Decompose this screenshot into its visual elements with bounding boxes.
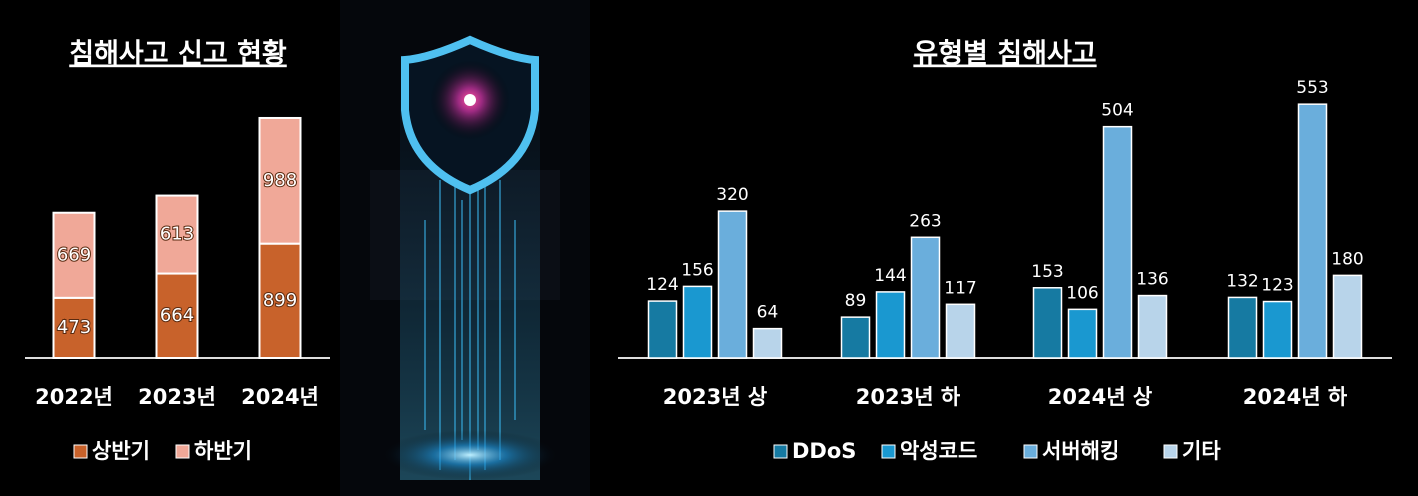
bar-segment <box>52 211 96 299</box>
data-label: 613 <box>160 224 194 245</box>
data-label: 553 <box>1296 78 1328 98</box>
data-label: 123 <box>1261 276 1293 296</box>
x-tick-label: 2023년 하 <box>856 385 961 409</box>
bar <box>717 210 748 359</box>
x-tick-label: 2023년 상 <box>663 385 767 409</box>
data-label: 117 <box>944 278 976 298</box>
legend-swatch <box>773 444 788 459</box>
legend-label: 기타 <box>1182 439 1221 463</box>
bar-segment <box>155 272 199 360</box>
data-label: 473 <box>57 317 91 338</box>
legend-label: 악성코드 <box>900 439 977 463</box>
bar-segment <box>258 242 302 359</box>
bar <box>910 236 941 359</box>
legend-swatch <box>175 444 190 459</box>
bar <box>752 327 783 359</box>
data-label: 669 <box>57 244 91 265</box>
x-tick-label: 2024년 <box>241 385 319 409</box>
bar <box>1067 308 1098 359</box>
bar <box>1032 287 1063 359</box>
legend-swatch <box>1163 444 1178 459</box>
chart-title: 침해사고 신고 현황 <box>69 39 287 70</box>
chart-title: 유형별 침해사고 <box>913 39 1096 70</box>
bar <box>647 300 678 359</box>
legend-swatch <box>881 444 896 459</box>
data-label: 106 <box>1066 283 1098 303</box>
data-label: 504 <box>1101 101 1133 121</box>
legend-label: 서버해킹 <box>1042 439 1119 463</box>
bar-segment <box>258 116 302 245</box>
data-label: 89 <box>845 291 867 311</box>
bar <box>875 291 906 359</box>
data-label: 899 <box>263 290 297 311</box>
bar <box>1102 125 1133 359</box>
data-label: 988 <box>263 170 297 191</box>
bar <box>1297 103 1328 359</box>
bar <box>1227 296 1258 359</box>
bar <box>1262 300 1293 359</box>
data-label: 64 <box>757 303 779 323</box>
bar <box>840 316 871 359</box>
x-tick-label: 2022년 <box>35 385 113 409</box>
data-label: 144 <box>874 266 906 286</box>
data-label: 132 <box>1226 271 1258 291</box>
legend-label: 상반기 <box>92 439 150 463</box>
legend-swatch <box>73 444 88 459</box>
x-tick-label: 2023년 <box>138 385 216 409</box>
bar <box>1332 274 1363 359</box>
data-label: 156 <box>681 260 713 280</box>
x-tick-label: 2024년 하 <box>1243 385 1348 409</box>
x-tick-label: 2024년 상 <box>1048 385 1152 409</box>
bar-segment <box>155 194 199 275</box>
data-label: 180 <box>1331 249 1363 269</box>
legend-label: 하반기 <box>194 439 252 463</box>
data-label: 664 <box>160 305 194 326</box>
data-label: 153 <box>1031 262 1063 282</box>
bar <box>945 303 976 359</box>
decorative-image <box>340 0 590 496</box>
legend-swatch <box>1023 444 1038 459</box>
bar <box>682 285 713 359</box>
data-label: 124 <box>646 275 678 295</box>
data-label: 320 <box>716 185 748 205</box>
data-label: 136 <box>1136 270 1168 290</box>
legend-label: DDoS <box>792 439 856 463</box>
bar <box>1137 294 1168 359</box>
data-label: 263 <box>909 211 941 231</box>
